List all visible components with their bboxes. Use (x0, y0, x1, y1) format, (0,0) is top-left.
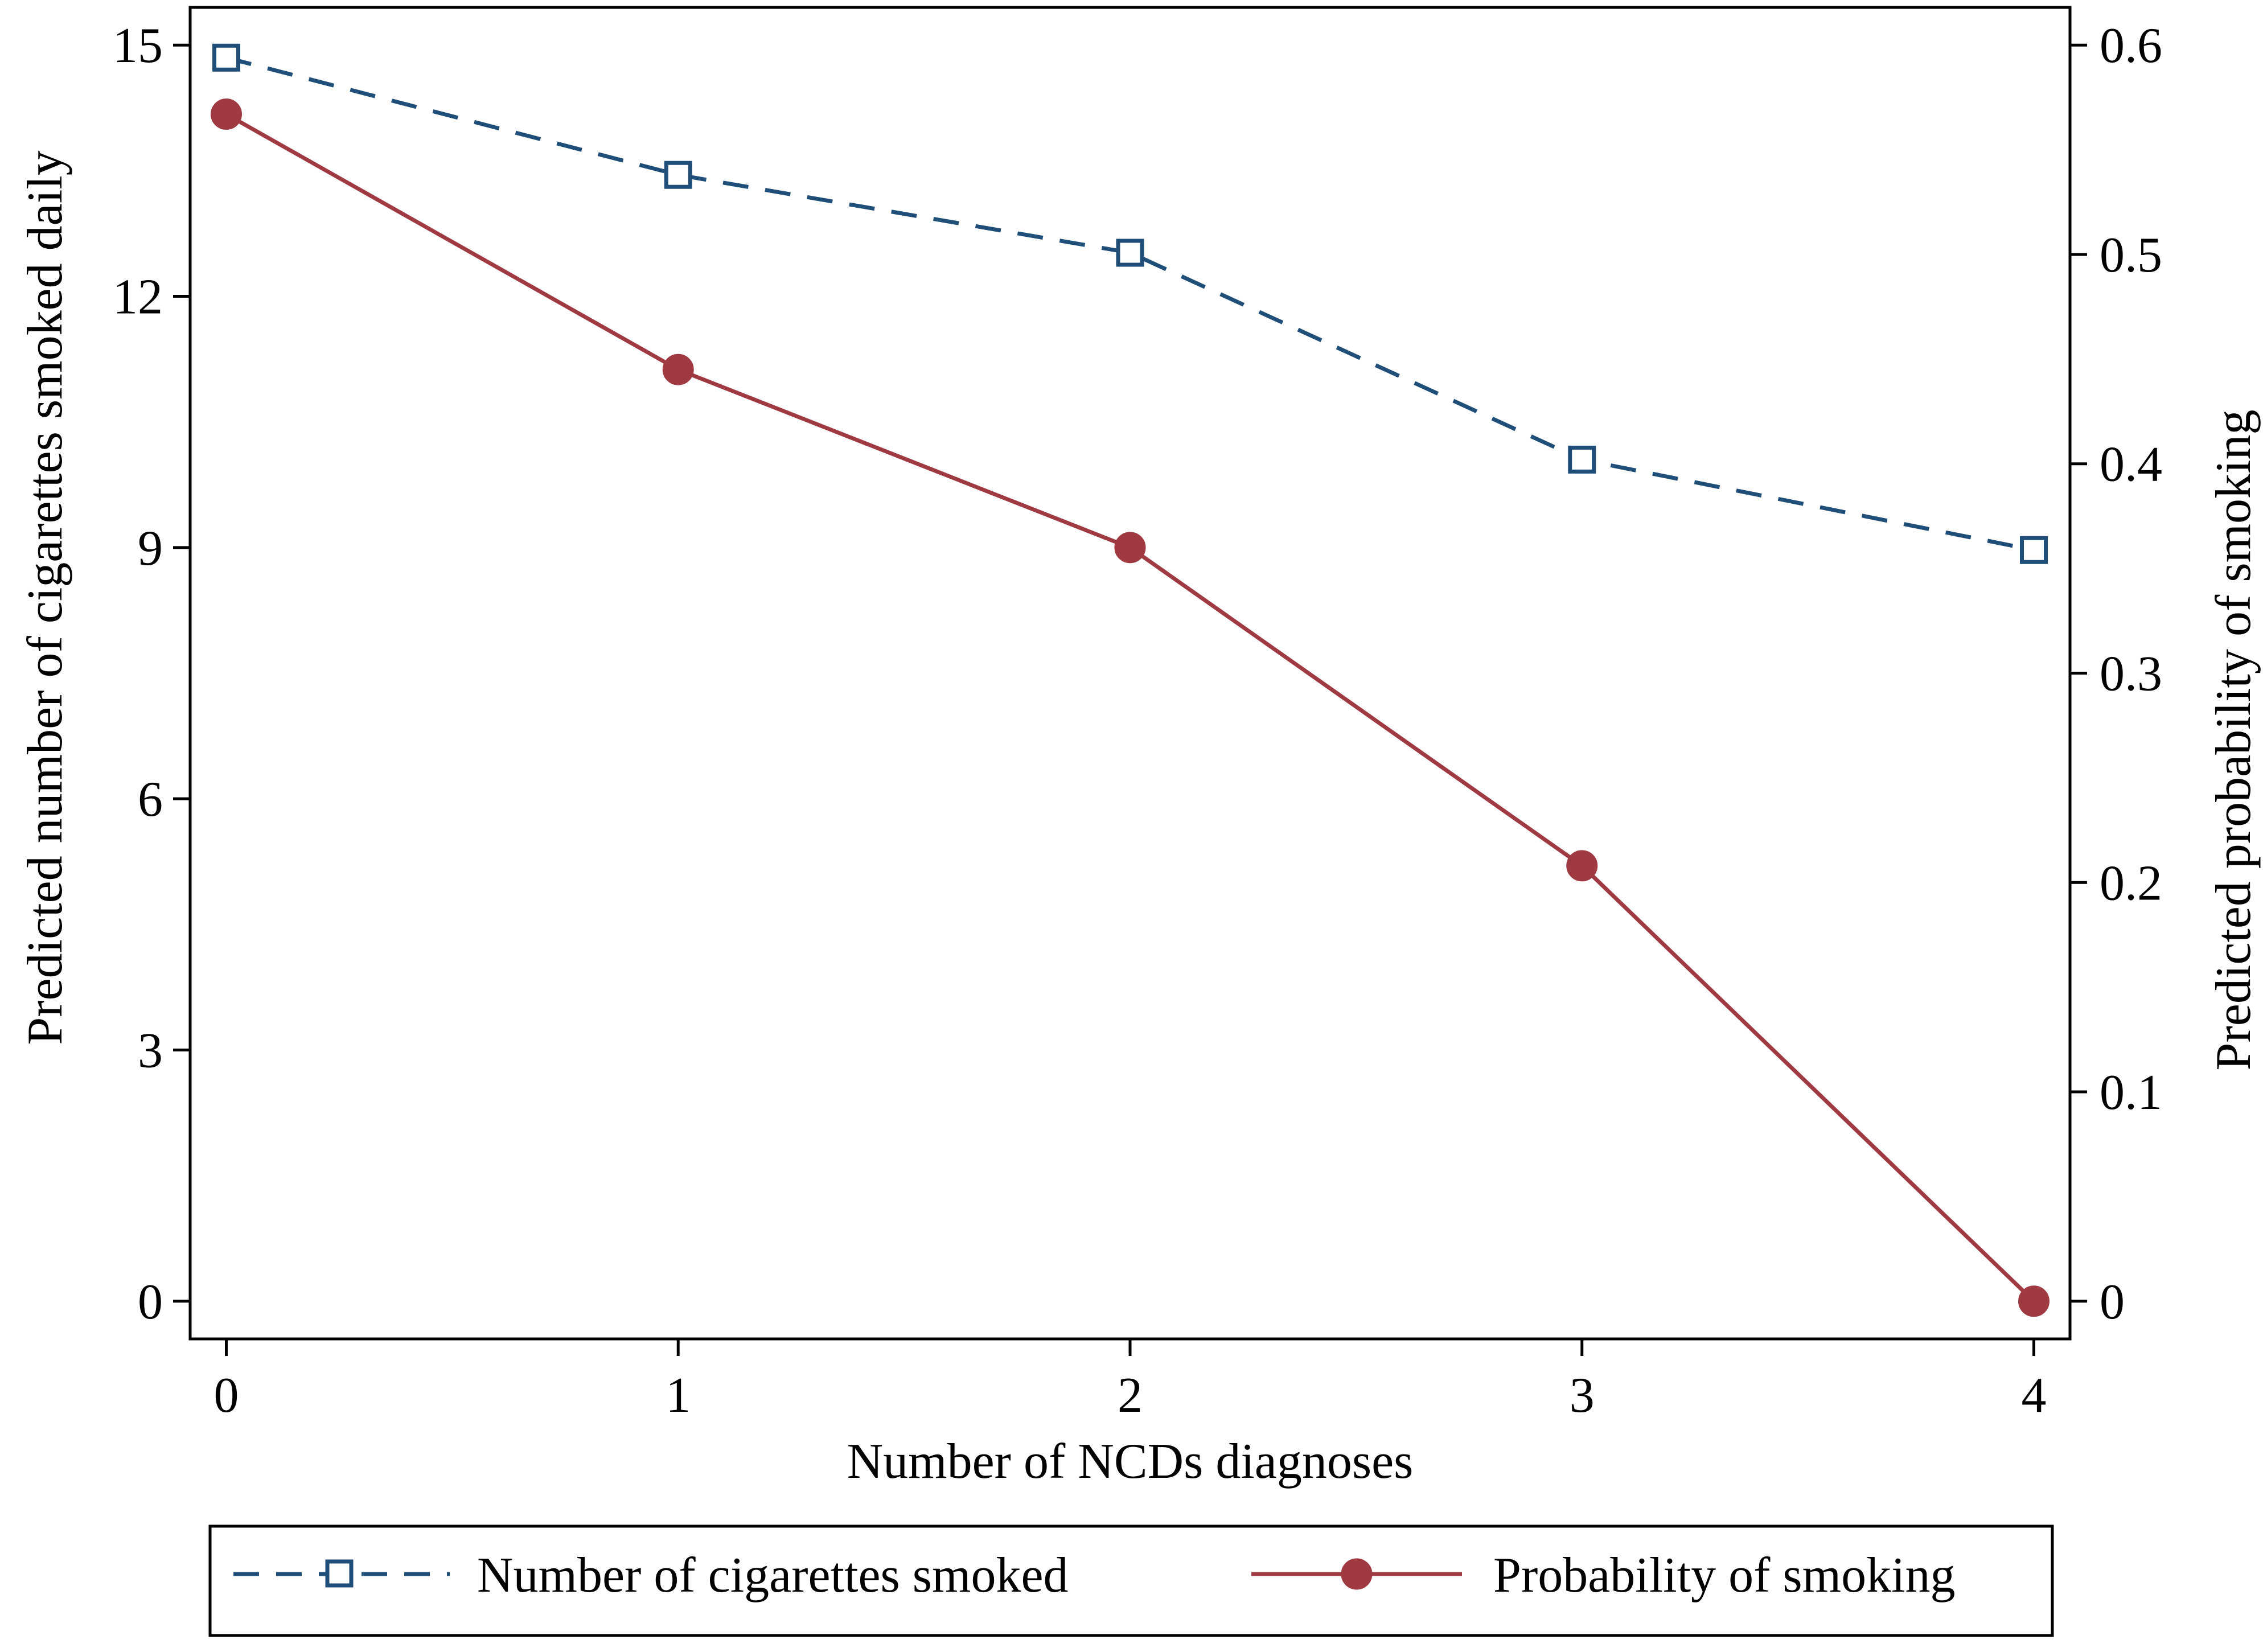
right-y-tick-label: 0 (2100, 1275, 2125, 1330)
x-tick-label: 3 (1570, 1368, 1595, 1423)
data-point-probability (211, 98, 242, 130)
right-y-tick-label: 0.2 (2100, 856, 2162, 911)
left-y-tick-label: 0 (138, 1275, 163, 1330)
right-y-tick-label: 0.6 (2100, 18, 2162, 73)
data-point-cigarettes (2020, 536, 2048, 564)
right-y-axis: 0 0.1 0.2 0.3 0.4 0.5 0.6 (2070, 18, 2162, 1330)
data-point-probability (1566, 850, 1598, 882)
series-line-cigarettes (225, 55, 2035, 552)
data-point-probability (2018, 1285, 2050, 1317)
legend-key-marker-cigarettes (325, 1559, 354, 1588)
series-probability (211, 98, 2050, 1317)
data-point-probability (1114, 532, 1146, 564)
data-point-cigarettes (212, 43, 240, 72)
right-y-tick-label: 0.5 (2100, 228, 2162, 283)
series-layer (211, 43, 2050, 1317)
x-tick-label: 0 (214, 1368, 239, 1423)
left-y-axis-title: Predicted number of cigarettes smoked da… (18, 150, 73, 1045)
x-tick-label: 4 (2022, 1368, 2047, 1423)
legend: Number of cigarettes smoked Probability … (208, 1524, 2054, 1637)
data-point-probability (662, 354, 694, 385)
x-tick-label: 1 (666, 1368, 691, 1423)
legend-entry-probability: Probability of smoking (1251, 1548, 1956, 1603)
legend-entry-cigarettes: Number of cigarettes smoked (233, 1548, 1069, 1603)
x-axis: 0 1 2 3 4 (214, 1339, 2047, 1423)
series-cigarettes (212, 43, 2048, 564)
legend-label-probability: Probability of smoking (1493, 1548, 1956, 1603)
x-tick-label: 2 (1118, 1368, 1143, 1423)
left-y-tick-label: 9 (138, 521, 163, 576)
left-y-axis: 0 3 6 9 12 15 (113, 18, 190, 1330)
legend-key-marker-probability (1341, 1558, 1373, 1590)
data-point-cigarettes (1116, 239, 1144, 267)
right-y-tick-label: 0.4 (2100, 437, 2162, 492)
left-y-tick-label: 12 (113, 270, 163, 325)
left-y-tick-label: 3 (138, 1023, 163, 1078)
legend-box (208, 1524, 2054, 1637)
legend-label-cigarettes: Number of cigarettes smoked (477, 1548, 1069, 1603)
data-point-cigarettes (1568, 445, 1596, 474)
left-y-tick-label: 15 (113, 18, 163, 73)
x-axis-title: Number of NCDs diagnoses (847, 1434, 1414, 1489)
left-y-tick-label: 6 (138, 772, 163, 827)
right-y-tick-label: 0.3 (2100, 647, 2162, 702)
data-point-cigarettes (664, 161, 692, 189)
right-y-axis-title: Predicted probability of smoking (2206, 410, 2261, 1071)
right-y-tick-label: 0.1 (2100, 1065, 2162, 1120)
